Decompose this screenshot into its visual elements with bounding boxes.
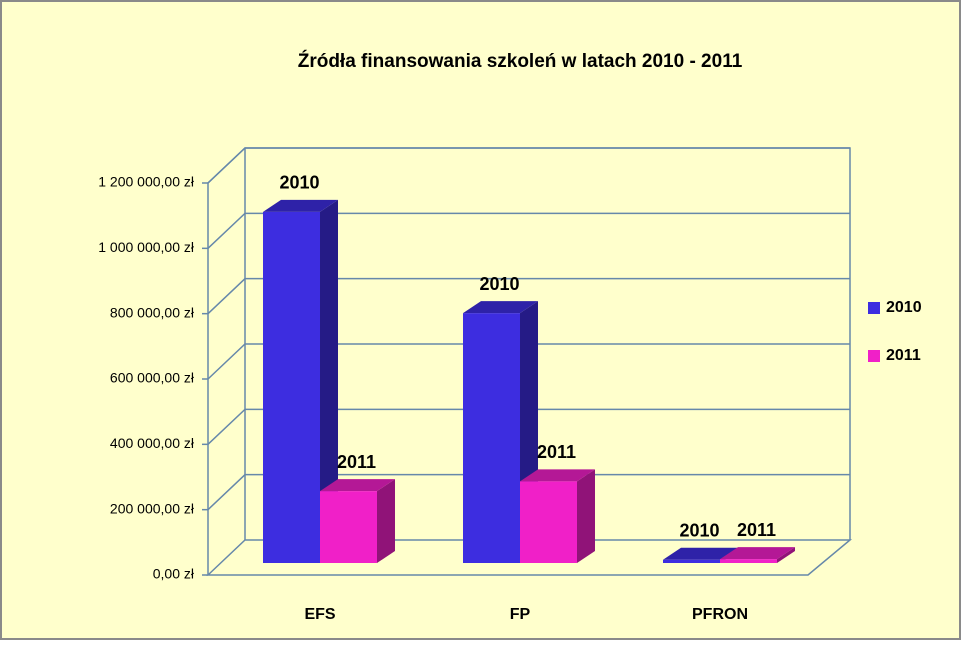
grid-line <box>207 408 850 445</box>
bar-side <box>320 199 338 564</box>
data-label: 2011 <box>737 520 776 540</box>
y-tick-label: 200 000,00 zł <box>110 500 195 516</box>
bar-top <box>463 301 538 314</box>
bar-front <box>263 211 320 564</box>
bar-top <box>263 199 338 212</box>
grid-line <box>207 147 850 184</box>
x-tick-label: FP <box>510 606 531 623</box>
bar-front <box>720 559 777 563</box>
grid-line <box>207 343 850 380</box>
y-tick-label: 1 000 000,00 zł <box>98 239 195 255</box>
y-tick-label: 0,00 zł <box>153 566 195 582</box>
legend-label: 2011 <box>886 347 921 364</box>
bar-front <box>663 559 720 563</box>
data-label: 2010 <box>679 520 719 540</box>
y-tick-label: 400 000,00 zł <box>110 435 195 451</box>
data-label: 2011 <box>537 442 576 462</box>
bar-top <box>720 547 795 560</box>
data-label: 2011 <box>337 452 376 472</box>
legend-swatch <box>868 302 880 314</box>
grid-line <box>207 277 850 315</box>
bar-side <box>777 547 795 563</box>
legend-swatch <box>868 350 880 362</box>
data-label: 2010 <box>279 173 319 193</box>
y-tick-label: 1 200 000,00 zł <box>98 174 195 190</box>
bar <box>663 547 738 563</box>
bar-side <box>377 479 395 563</box>
bar <box>320 479 395 563</box>
grid-line <box>207 212 850 249</box>
data-label: 2010 <box>479 274 519 294</box>
bar-top <box>520 469 595 482</box>
x-tick-label: PFRON <box>692 606 748 623</box>
legend-label: 2010 <box>886 299 922 316</box>
bar-top <box>320 479 395 492</box>
bar <box>263 199 338 564</box>
bar-front <box>520 481 577 563</box>
bar <box>520 469 595 563</box>
y-tick-label: 800 000,00 zł <box>110 304 195 320</box>
bar-front <box>463 313 520 563</box>
x-tick-label: EFS <box>304 606 335 623</box>
bar <box>720 547 795 563</box>
y-tick-label: 600 000,00 zł <box>110 370 195 386</box>
bar-top <box>663 547 738 560</box>
grid-line <box>207 473 850 511</box>
chart-title: Źródła finansowania szkoleń w latach 201… <box>298 50 743 72</box>
bar-front <box>320 491 377 563</box>
bar-side <box>577 469 595 563</box>
